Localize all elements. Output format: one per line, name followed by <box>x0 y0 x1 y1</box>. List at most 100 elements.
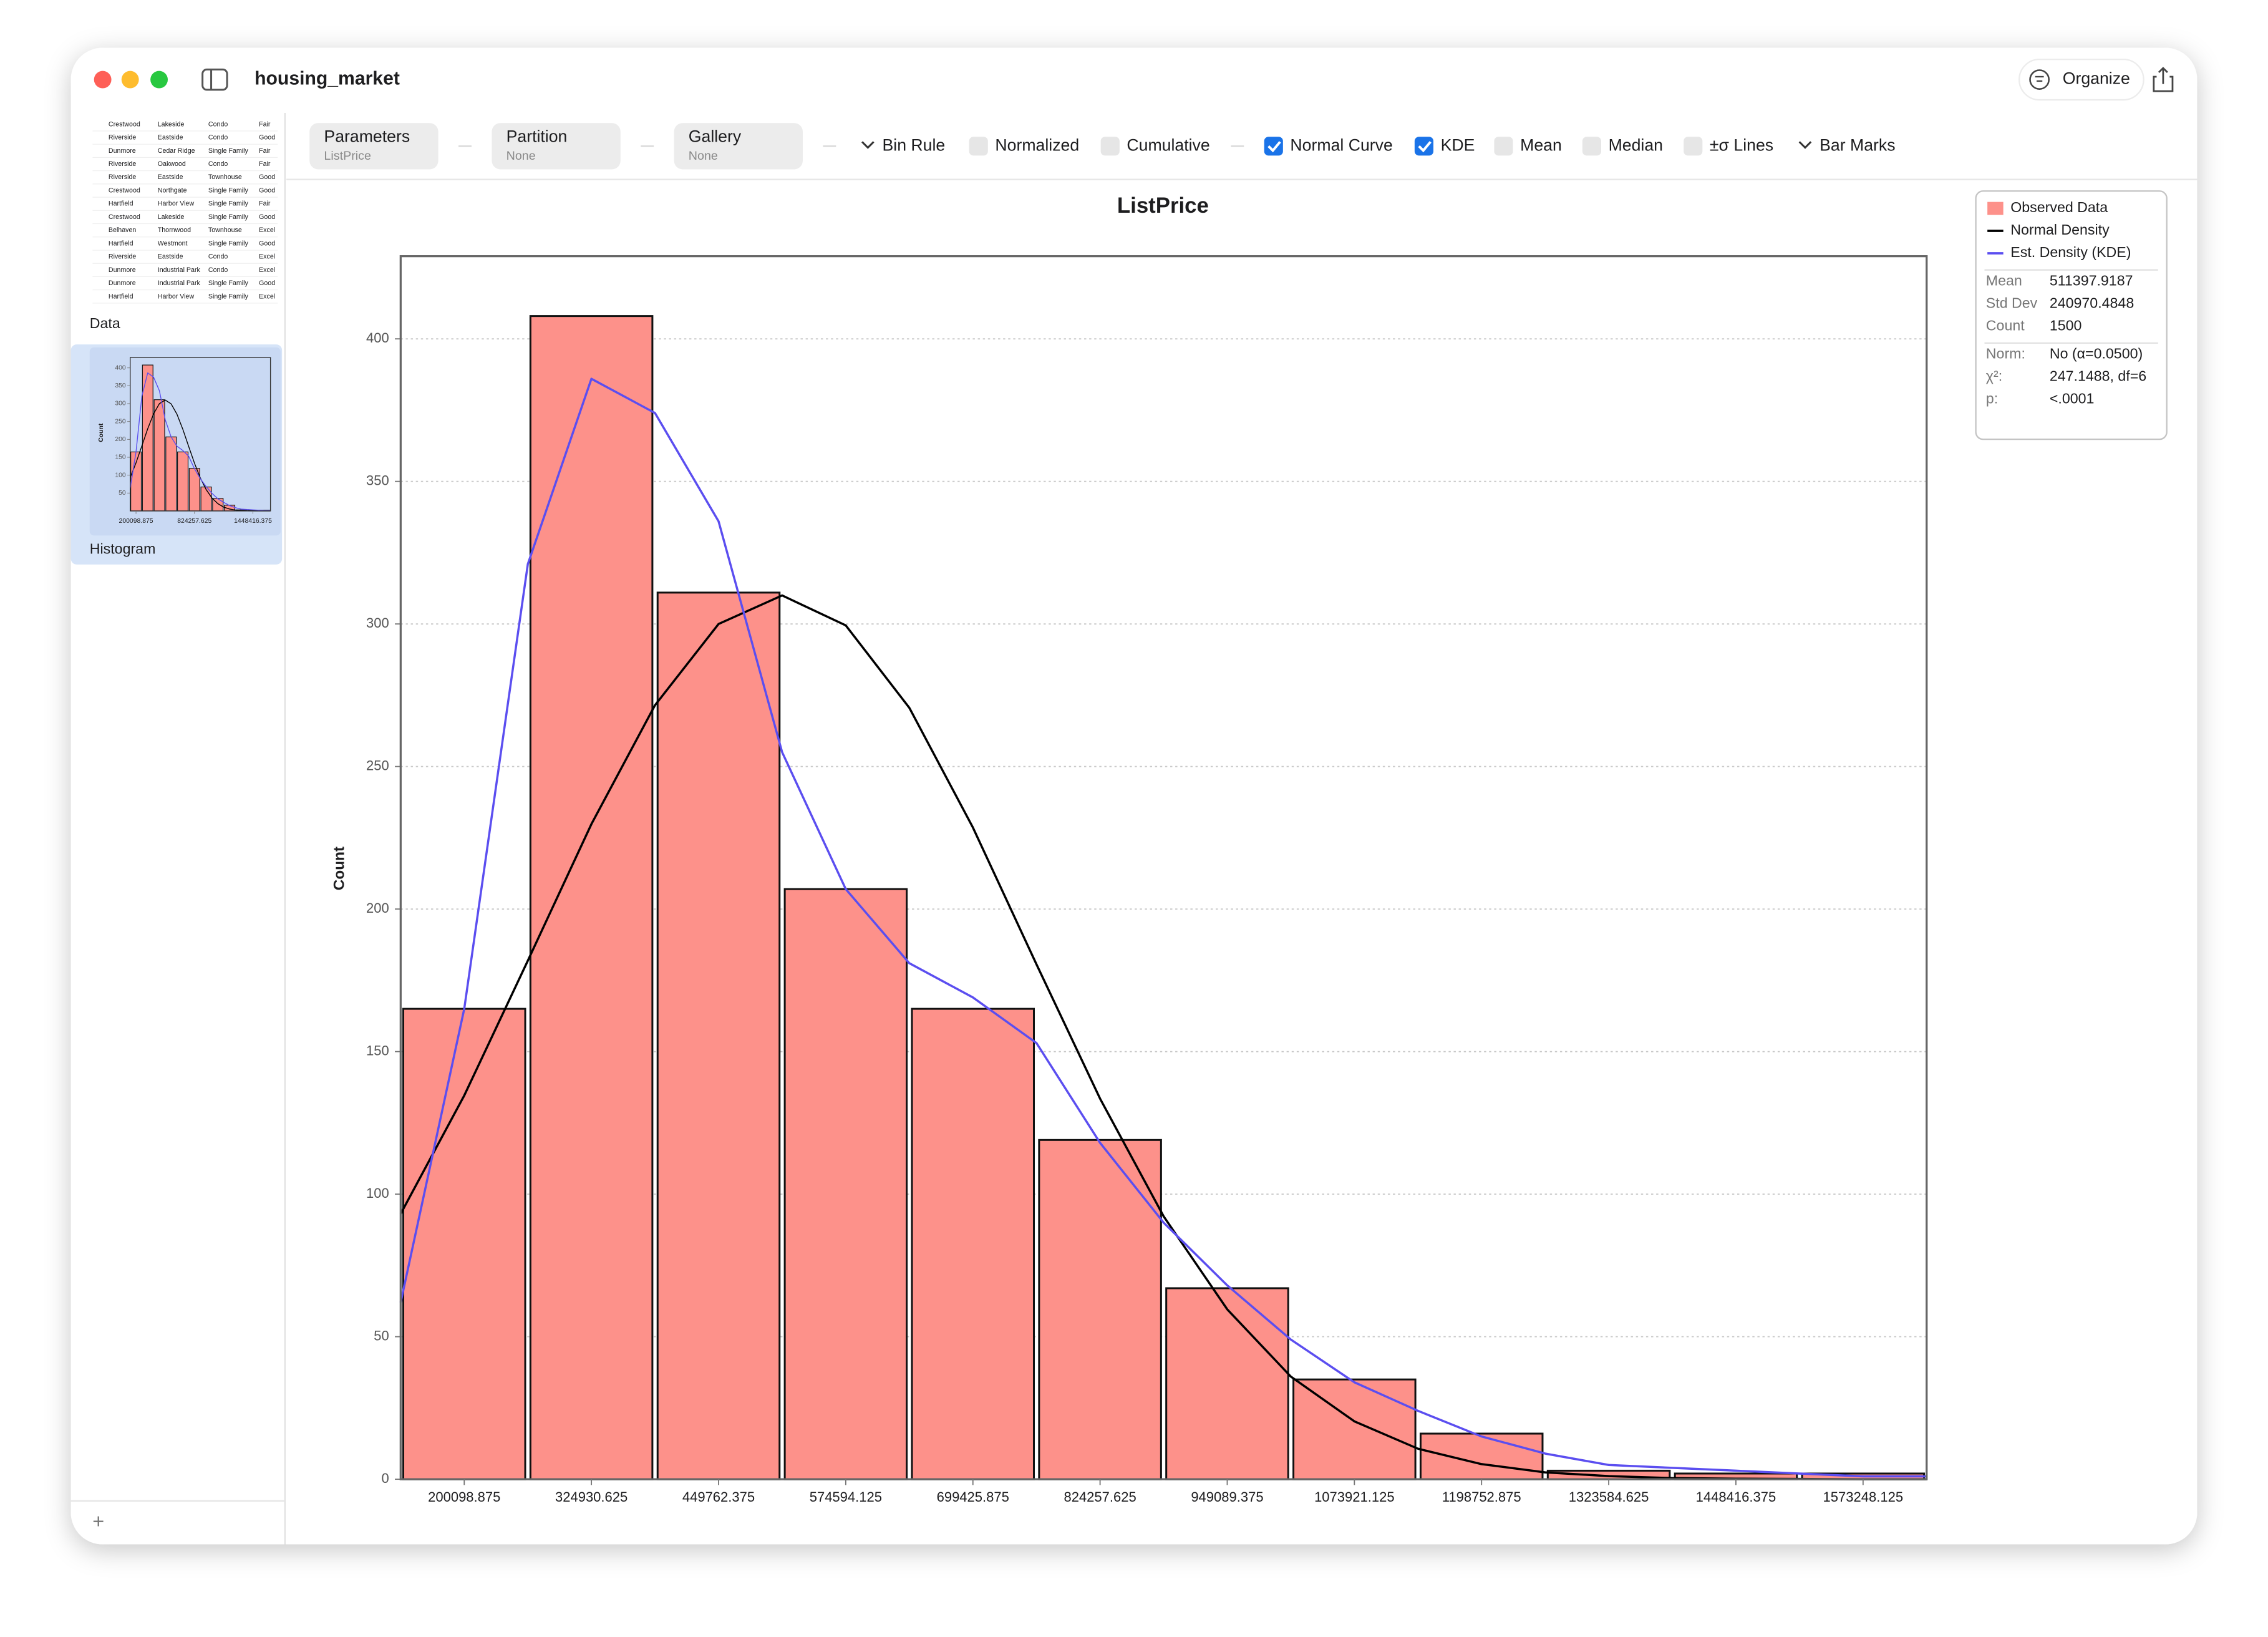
dropdown-chevron[interactable] <box>1798 141 1812 149</box>
x-tick-label: 1198752.875 <box>1442 1489 1521 1505</box>
stat-value: 240970.4848 <box>2050 294 2134 311</box>
x-tick-label: 574594.125 <box>810 1489 882 1505</box>
thumb-cell: Eastside <box>158 253 183 261</box>
bar <box>130 451 142 512</box>
test-value: No (α=0.0500) <box>2050 346 2143 362</box>
bar <box>1419 1432 1544 1480</box>
selector-label: Gallery <box>689 127 742 145</box>
zoom-button[interactable] <box>150 70 168 89</box>
bar <box>783 888 908 1480</box>
y-tick-label: 300 <box>366 615 389 631</box>
sidebar-toggle[interactable] <box>201 68 228 91</box>
thumb-cell: Eastside <box>158 173 183 181</box>
y-tick-label: 100 <box>366 1185 389 1201</box>
x-tick-label: 449762.375 <box>682 1489 755 1505</box>
selector-value: None <box>506 149 536 163</box>
x-tick-label: 324930.625 <box>555 1489 628 1505</box>
stat-value: 511397.9187 <box>2050 272 2133 288</box>
checkbox-label: Normalized <box>995 135 1079 154</box>
test-label: χ²: <box>1986 367 2002 384</box>
toolbar-selector[interactable] <box>492 123 621 170</box>
share-button[interactable] <box>2153 67 2174 92</box>
thumb-cell: Condo <box>208 134 228 142</box>
thumb-cell: Condo <box>208 253 228 261</box>
test-value: <.0001 <box>2050 390 2095 406</box>
y-tick-label: 350 <box>366 472 389 488</box>
thumb-cell: Riverside <box>109 134 136 142</box>
organize-button[interactable] <box>2018 58 2144 101</box>
dropdown-chevron[interactable] <box>861 141 875 149</box>
checkbox[interactable] <box>1684 137 1703 156</box>
y-tick-label: 200 <box>366 900 389 916</box>
y-tick-label: 300 <box>115 401 126 407</box>
checkbox[interactable] <box>1100 137 1120 156</box>
thumb-cell: Fair <box>259 120 271 128</box>
thumb-cell: Industrial Park <box>158 279 201 287</box>
y-tick-label: 350 <box>115 382 126 389</box>
add-button[interactable]: + <box>92 1510 104 1532</box>
y-tick-label: 50 <box>374 1328 389 1343</box>
dropdown-label: Bar Marks <box>1820 135 1895 154</box>
close-button[interactable] <box>94 70 112 89</box>
thumb-cell: Dunmore <box>109 266 136 274</box>
data-thumbnail[interactable] <box>89 115 281 313</box>
selector-label: Parameters <box>324 127 410 145</box>
y-tick-label: 400 <box>366 330 389 346</box>
toolbar-selector[interactable] <box>674 123 803 170</box>
thumb-cell: Dunmore <box>109 279 136 287</box>
checkmark <box>1418 141 1432 153</box>
x-tick-label: 1448416.375 <box>234 518 272 525</box>
thumb-cell: Lakeside <box>158 213 185 221</box>
thumb-cell: Good <box>259 173 275 181</box>
mini-y-axis-label: Count <box>98 423 105 442</box>
thumb-cell: Harbor View <box>158 200 195 208</box>
legend-label: Normal Density <box>2010 221 2110 238</box>
checkbox-label: KDE <box>1441 135 1475 154</box>
x-tick-label: 200098.875 <box>119 518 153 525</box>
y-tick-label: 200 <box>115 436 126 443</box>
thumb-cell: Cedar Ridge <box>158 147 195 155</box>
toolbar-selector[interactable] <box>309 123 439 170</box>
thumb-cell: Eastside <box>158 134 183 142</box>
thumb-cell: Good <box>259 279 275 287</box>
sidebar-item-label: Histogram <box>90 541 156 557</box>
thumb-cell: Riverside <box>109 160 136 168</box>
checkbox[interactable] <box>1494 137 1513 156</box>
test-value: 247.1488, df=6 <box>2050 367 2146 384</box>
y-tick-label: 400 <box>115 364 126 371</box>
thumb-cell: Hartfield <box>109 293 133 300</box>
thumb-cell: Single Family <box>208 279 249 287</box>
x-tick-label: 1073921.125 <box>1314 1489 1395 1505</box>
minimize-button[interactable] <box>121 70 139 89</box>
thumb-cell: Excel <box>259 293 275 300</box>
test-label: p: <box>1986 390 1998 406</box>
legend-box <box>1975 190 2168 440</box>
x-tick-label: 1573248.125 <box>1823 1489 1904 1505</box>
checkbox-label: Median <box>1609 135 1663 154</box>
plot-frame <box>130 357 271 512</box>
checkbox[interactable] <box>969 137 988 156</box>
thumb-cell: Crestwood <box>109 120 140 128</box>
thumb-cell: Single Family <box>208 187 249 194</box>
y-tick-label: 150 <box>366 1042 389 1058</box>
selector-label: Partition <box>506 127 568 145</box>
legend-swatch <box>1987 202 2004 215</box>
selector-value: ListPrice <box>324 149 371 163</box>
bar <box>1165 1287 1289 1480</box>
thumb-cell: Good <box>259 187 275 194</box>
thumb-cell: Thornwood <box>158 226 191 234</box>
checkbox[interactable] <box>1414 137 1434 156</box>
thumb-cell: Townhouse <box>208 226 242 234</box>
y-tick-label: 250 <box>366 757 389 773</box>
stat-label: Mean <box>1986 272 2022 288</box>
bar <box>656 591 781 1480</box>
thumb-cell: Industrial Park <box>158 266 201 274</box>
x-tick-label: 699425.875 <box>937 1489 1009 1505</box>
thumb-cell: Single Family <box>208 240 249 247</box>
checkbox[interactable] <box>1582 137 1601 156</box>
thumb-cell: Hartfield <box>109 200 133 208</box>
thumb-cell: Single Family <box>208 293 249 300</box>
checkbox[interactable] <box>1264 137 1283 156</box>
